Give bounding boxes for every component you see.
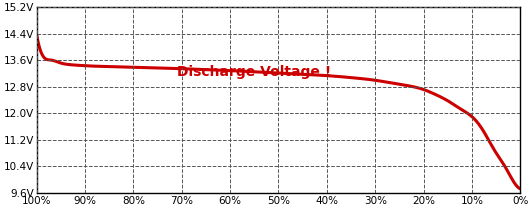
Text: Discharge Voltage !: Discharge Voltage ! <box>177 65 331 79</box>
